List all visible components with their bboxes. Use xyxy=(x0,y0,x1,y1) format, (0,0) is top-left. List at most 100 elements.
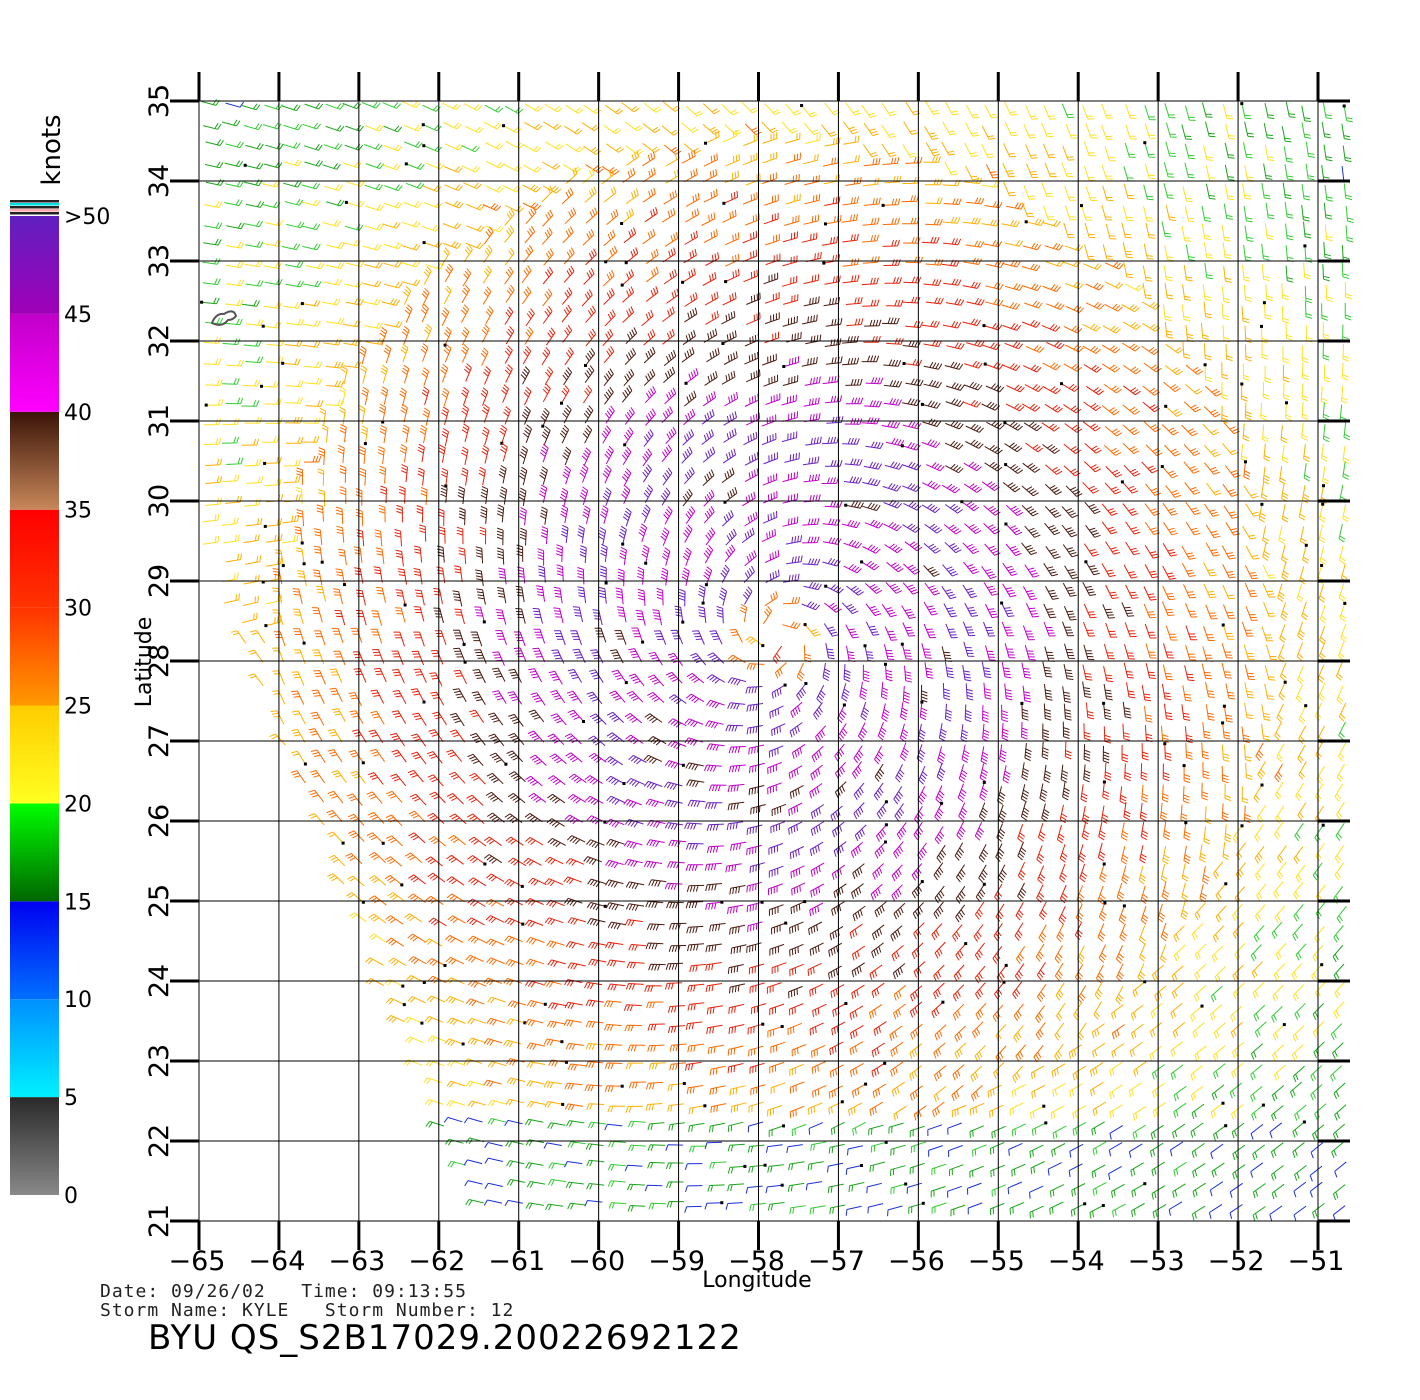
wind-barb xyxy=(1041,122,1054,138)
wind-barb xyxy=(327,749,343,763)
wind-barb xyxy=(1212,861,1224,879)
wind-barb xyxy=(603,386,614,405)
wind-barb xyxy=(485,898,505,907)
wind-barb xyxy=(304,160,323,167)
wind-barb xyxy=(1054,945,1063,964)
wind-barb xyxy=(637,588,646,607)
wind-barb xyxy=(834,761,846,780)
wind-barb xyxy=(802,558,821,566)
wind-barb xyxy=(396,504,403,523)
wind-barb xyxy=(1340,623,1347,643)
wind-barb xyxy=(1140,821,1149,841)
wind-barb xyxy=(1335,662,1343,681)
wind-barb xyxy=(366,791,383,804)
wind-barb xyxy=(645,1103,663,1111)
wind-barb xyxy=(564,347,574,366)
rain-flag xyxy=(521,922,525,926)
wind-barb xyxy=(894,803,905,822)
wind-barb xyxy=(1318,682,1326,702)
wind-barb xyxy=(742,586,753,605)
wind-barb xyxy=(1194,902,1206,920)
wind-barb xyxy=(1109,1084,1123,1100)
rain-flag xyxy=(884,840,887,844)
wind-barb xyxy=(621,485,631,505)
wind-barb xyxy=(1001,302,1021,310)
wind-barb xyxy=(480,387,489,406)
wind-barb xyxy=(624,818,644,828)
wind-barb xyxy=(1264,144,1275,162)
wind-barb xyxy=(441,387,450,407)
wind-barb xyxy=(1091,1023,1105,1039)
wind-barb xyxy=(1317,664,1325,683)
wind-barb xyxy=(903,563,921,575)
wind-barb xyxy=(1332,1042,1344,1060)
wind-barb xyxy=(925,218,943,226)
wind-barb xyxy=(964,483,983,493)
wind-barb xyxy=(1301,122,1311,139)
wind-barb xyxy=(1118,905,1127,925)
wind-barb xyxy=(222,338,241,346)
rain-flag xyxy=(681,280,685,284)
wind-barb xyxy=(1123,385,1141,396)
wind-barb xyxy=(873,782,884,801)
wind-barb xyxy=(816,684,826,704)
wind-barb xyxy=(841,602,859,615)
wind-barb xyxy=(936,762,946,782)
wind-barb xyxy=(440,467,449,487)
wind-barb xyxy=(316,504,324,522)
wind-barb xyxy=(1243,142,1253,159)
wind-barb xyxy=(1261,326,1269,344)
wind-barb xyxy=(764,331,779,344)
wind-barb xyxy=(643,429,654,447)
wind-barb xyxy=(533,628,546,644)
wind-barb xyxy=(1142,265,1153,282)
wind-barb xyxy=(1109,1104,1123,1119)
wind-barb xyxy=(364,224,384,231)
wind-barb xyxy=(1277,583,1285,603)
wind-barb xyxy=(1049,1201,1064,1215)
wind-barb xyxy=(647,1023,665,1031)
wind-barb xyxy=(785,193,801,205)
wind-barb xyxy=(402,220,421,228)
colorbar-tick-label: 0 xyxy=(64,1184,78,1209)
wind-barb xyxy=(763,212,779,225)
wind-barb xyxy=(864,519,884,529)
wind-barb xyxy=(724,232,740,246)
wind-barb xyxy=(379,424,387,444)
wind-barb xyxy=(1282,182,1292,200)
wind-barb xyxy=(624,1024,643,1032)
wind-barb xyxy=(1022,586,1037,601)
wind-barb xyxy=(1062,621,1075,637)
wind-barb xyxy=(917,723,926,743)
wind-barb xyxy=(440,484,448,503)
wind-barb xyxy=(515,585,525,603)
lat-tick-label: 30 xyxy=(144,484,175,518)
wind-barb xyxy=(1104,281,1124,289)
wind-barb xyxy=(1021,263,1041,272)
wind-barb xyxy=(885,299,904,307)
wind-barb xyxy=(812,1003,827,1017)
wind-barb xyxy=(1150,1002,1163,1019)
wind-barb xyxy=(849,923,863,939)
colorbar-tick-label: 45 xyxy=(64,303,92,328)
rain-flag xyxy=(1282,1023,1286,1027)
wind-barb xyxy=(1221,303,1230,321)
wind-barb xyxy=(984,543,1001,556)
rain-flag xyxy=(1240,382,1244,386)
wind-barb xyxy=(285,380,304,388)
wind-barb xyxy=(811,745,824,763)
wind-barb xyxy=(681,446,693,464)
wind-barb xyxy=(363,280,382,288)
wind-barb xyxy=(743,431,758,446)
wind-barb xyxy=(1160,803,1168,822)
wind-barb xyxy=(962,621,976,637)
wind-barb xyxy=(383,260,402,268)
wind-barb xyxy=(1123,183,1135,200)
wind-barb xyxy=(504,225,515,243)
wind-barb xyxy=(1230,1021,1243,1039)
wind-barb xyxy=(804,624,821,637)
wind-barb xyxy=(1273,1064,1287,1081)
rain-flag xyxy=(941,1000,945,1004)
wind-barb xyxy=(909,1162,925,1175)
rain-flag xyxy=(920,700,924,704)
